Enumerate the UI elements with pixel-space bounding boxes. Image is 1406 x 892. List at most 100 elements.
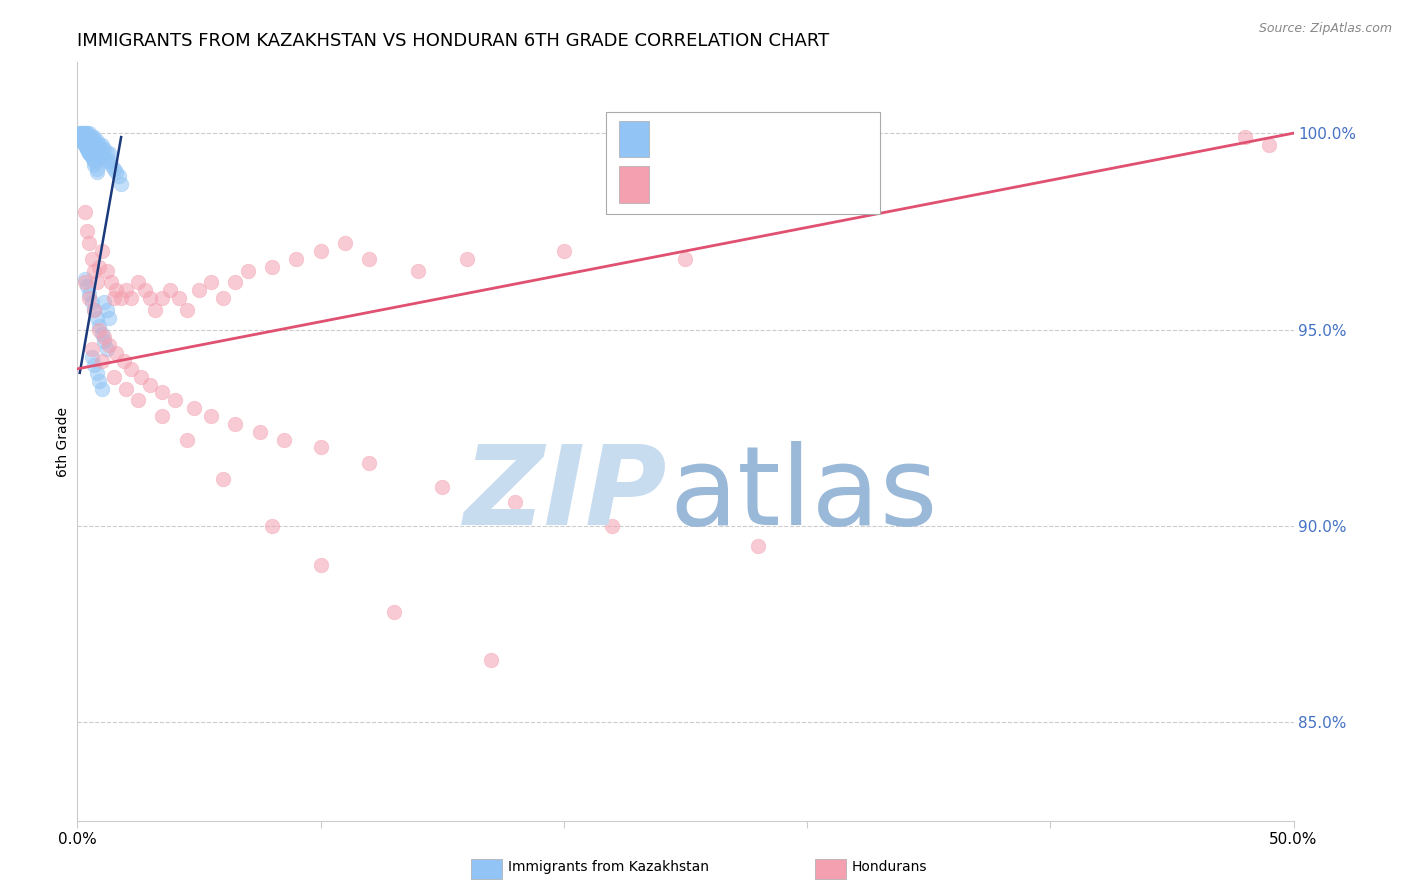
Point [747, 539, 769, 553]
Point [79, 137, 101, 152]
Point [103, 291, 125, 305]
Point [90, 354, 112, 368]
Point [90, 150, 112, 164]
Point [479, 652, 502, 666]
Point [80, 130, 103, 145]
Point [73, 134, 96, 148]
Point [79, 145, 101, 160]
Point [236, 263, 259, 277]
Point [183, 401, 205, 416]
Point [152, 409, 174, 423]
Point [212, 291, 235, 305]
Text: Hondurans: Hondurans [852, 860, 928, 874]
Point [93, 330, 115, 344]
Text: atlas: atlas [669, 442, 938, 548]
Point [83, 302, 105, 317]
Point [1258, 137, 1281, 152]
Point [79, 287, 101, 301]
Point [100, 158, 122, 172]
Point [224, 417, 246, 431]
Point [79, 291, 101, 305]
Point [73, 126, 96, 140]
Point [76, 224, 98, 238]
Y-axis label: 6th Grade: 6th Grade [56, 407, 70, 476]
Point [70, 134, 93, 148]
Point [79, 142, 101, 156]
Point [309, 244, 332, 258]
Point [76, 142, 98, 156]
FancyBboxPatch shape [619, 120, 650, 157]
Point [105, 283, 128, 297]
Point [86, 276, 108, 290]
Point [90, 326, 112, 341]
Point [169, 291, 191, 305]
Point [76, 130, 98, 145]
Point [80, 295, 103, 310]
Text: IMMIGRANTS FROM KAZAKHSTAN VS HONDURAN 6TH GRADE CORRELATION CHART: IMMIGRANTS FROM KAZAKHSTAN VS HONDURAN 6… [77, 32, 830, 50]
Point [89, 137, 111, 152]
Point [159, 283, 181, 297]
Point [359, 456, 381, 470]
Point [176, 302, 198, 317]
Point [73, 137, 96, 152]
Point [93, 150, 115, 164]
Point [406, 263, 429, 277]
Point [129, 369, 152, 384]
Point [83, 302, 105, 317]
Point [89, 145, 111, 160]
Point [69, 130, 91, 145]
Point [73, 276, 96, 290]
Point [79, 142, 101, 156]
Point [93, 295, 115, 310]
Point [69, 126, 91, 140]
Point [73, 126, 96, 140]
Point [105, 165, 128, 179]
Point [90, 382, 112, 396]
Point [273, 433, 295, 447]
Point [80, 343, 103, 357]
Point [73, 134, 96, 148]
Point [96, 302, 118, 317]
Point [285, 252, 308, 266]
Point [89, 322, 111, 336]
Point [70, 130, 93, 145]
Point [73, 271, 96, 285]
Point [309, 441, 332, 455]
Point [134, 283, 156, 297]
Point [309, 558, 332, 573]
Point [83, 153, 105, 168]
Point [200, 409, 222, 423]
Point [224, 276, 246, 290]
Point [359, 252, 381, 266]
Point [103, 161, 125, 176]
Point [79, 236, 101, 251]
Point [79, 145, 101, 160]
Point [70, 134, 93, 148]
Point [93, 334, 115, 349]
Point [382, 606, 405, 620]
Point [152, 291, 174, 305]
Point [93, 142, 115, 156]
Point [76, 126, 98, 140]
Point [127, 393, 149, 408]
Point [163, 393, 186, 408]
Point [97, 145, 120, 160]
Point [73, 137, 96, 152]
Point [86, 310, 108, 325]
Point [76, 137, 98, 152]
Text: ZIP: ZIP [464, 442, 668, 548]
Point [83, 142, 105, 156]
Point [70, 134, 93, 148]
Point [120, 362, 142, 376]
Point [200, 276, 222, 290]
Point [73, 134, 96, 148]
Point [143, 302, 166, 317]
Point [86, 145, 108, 160]
Point [80, 145, 103, 160]
Text: R = 0.358: R = 0.358 [664, 176, 754, 194]
Point [86, 165, 108, 179]
Point [152, 385, 174, 400]
Point [115, 283, 138, 297]
Point [103, 369, 125, 384]
Point [69, 130, 91, 145]
